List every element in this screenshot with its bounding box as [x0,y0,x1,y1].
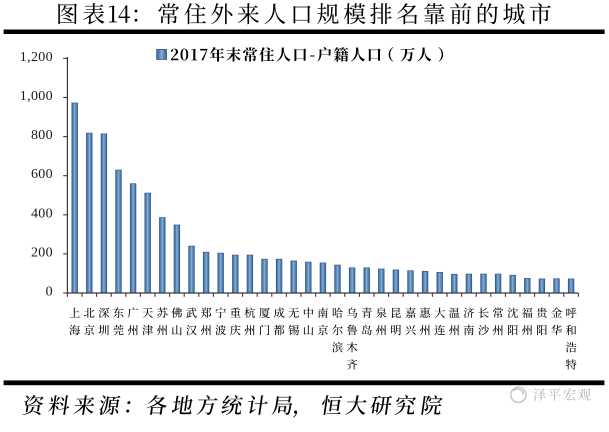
svg-text:600: 600 [31,167,53,182]
svg-text:800: 800 [31,128,53,143]
svg-text:1,000: 1,000 [20,89,53,104]
svg-text:0: 0 [46,285,53,300]
svg-text:400: 400 [31,206,53,221]
svg-text:1,200: 1,200 [20,50,53,65]
svg-text:200: 200 [31,245,53,260]
